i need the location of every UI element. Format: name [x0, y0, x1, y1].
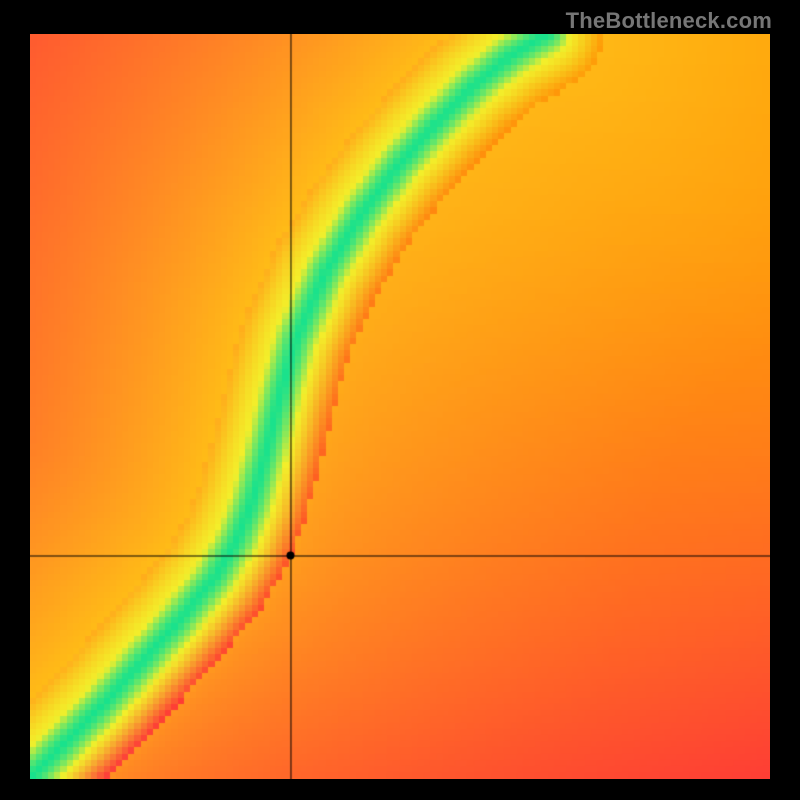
watermark-text: TheBottleneck.com	[566, 8, 772, 34]
heatmap-plot	[30, 34, 770, 779]
